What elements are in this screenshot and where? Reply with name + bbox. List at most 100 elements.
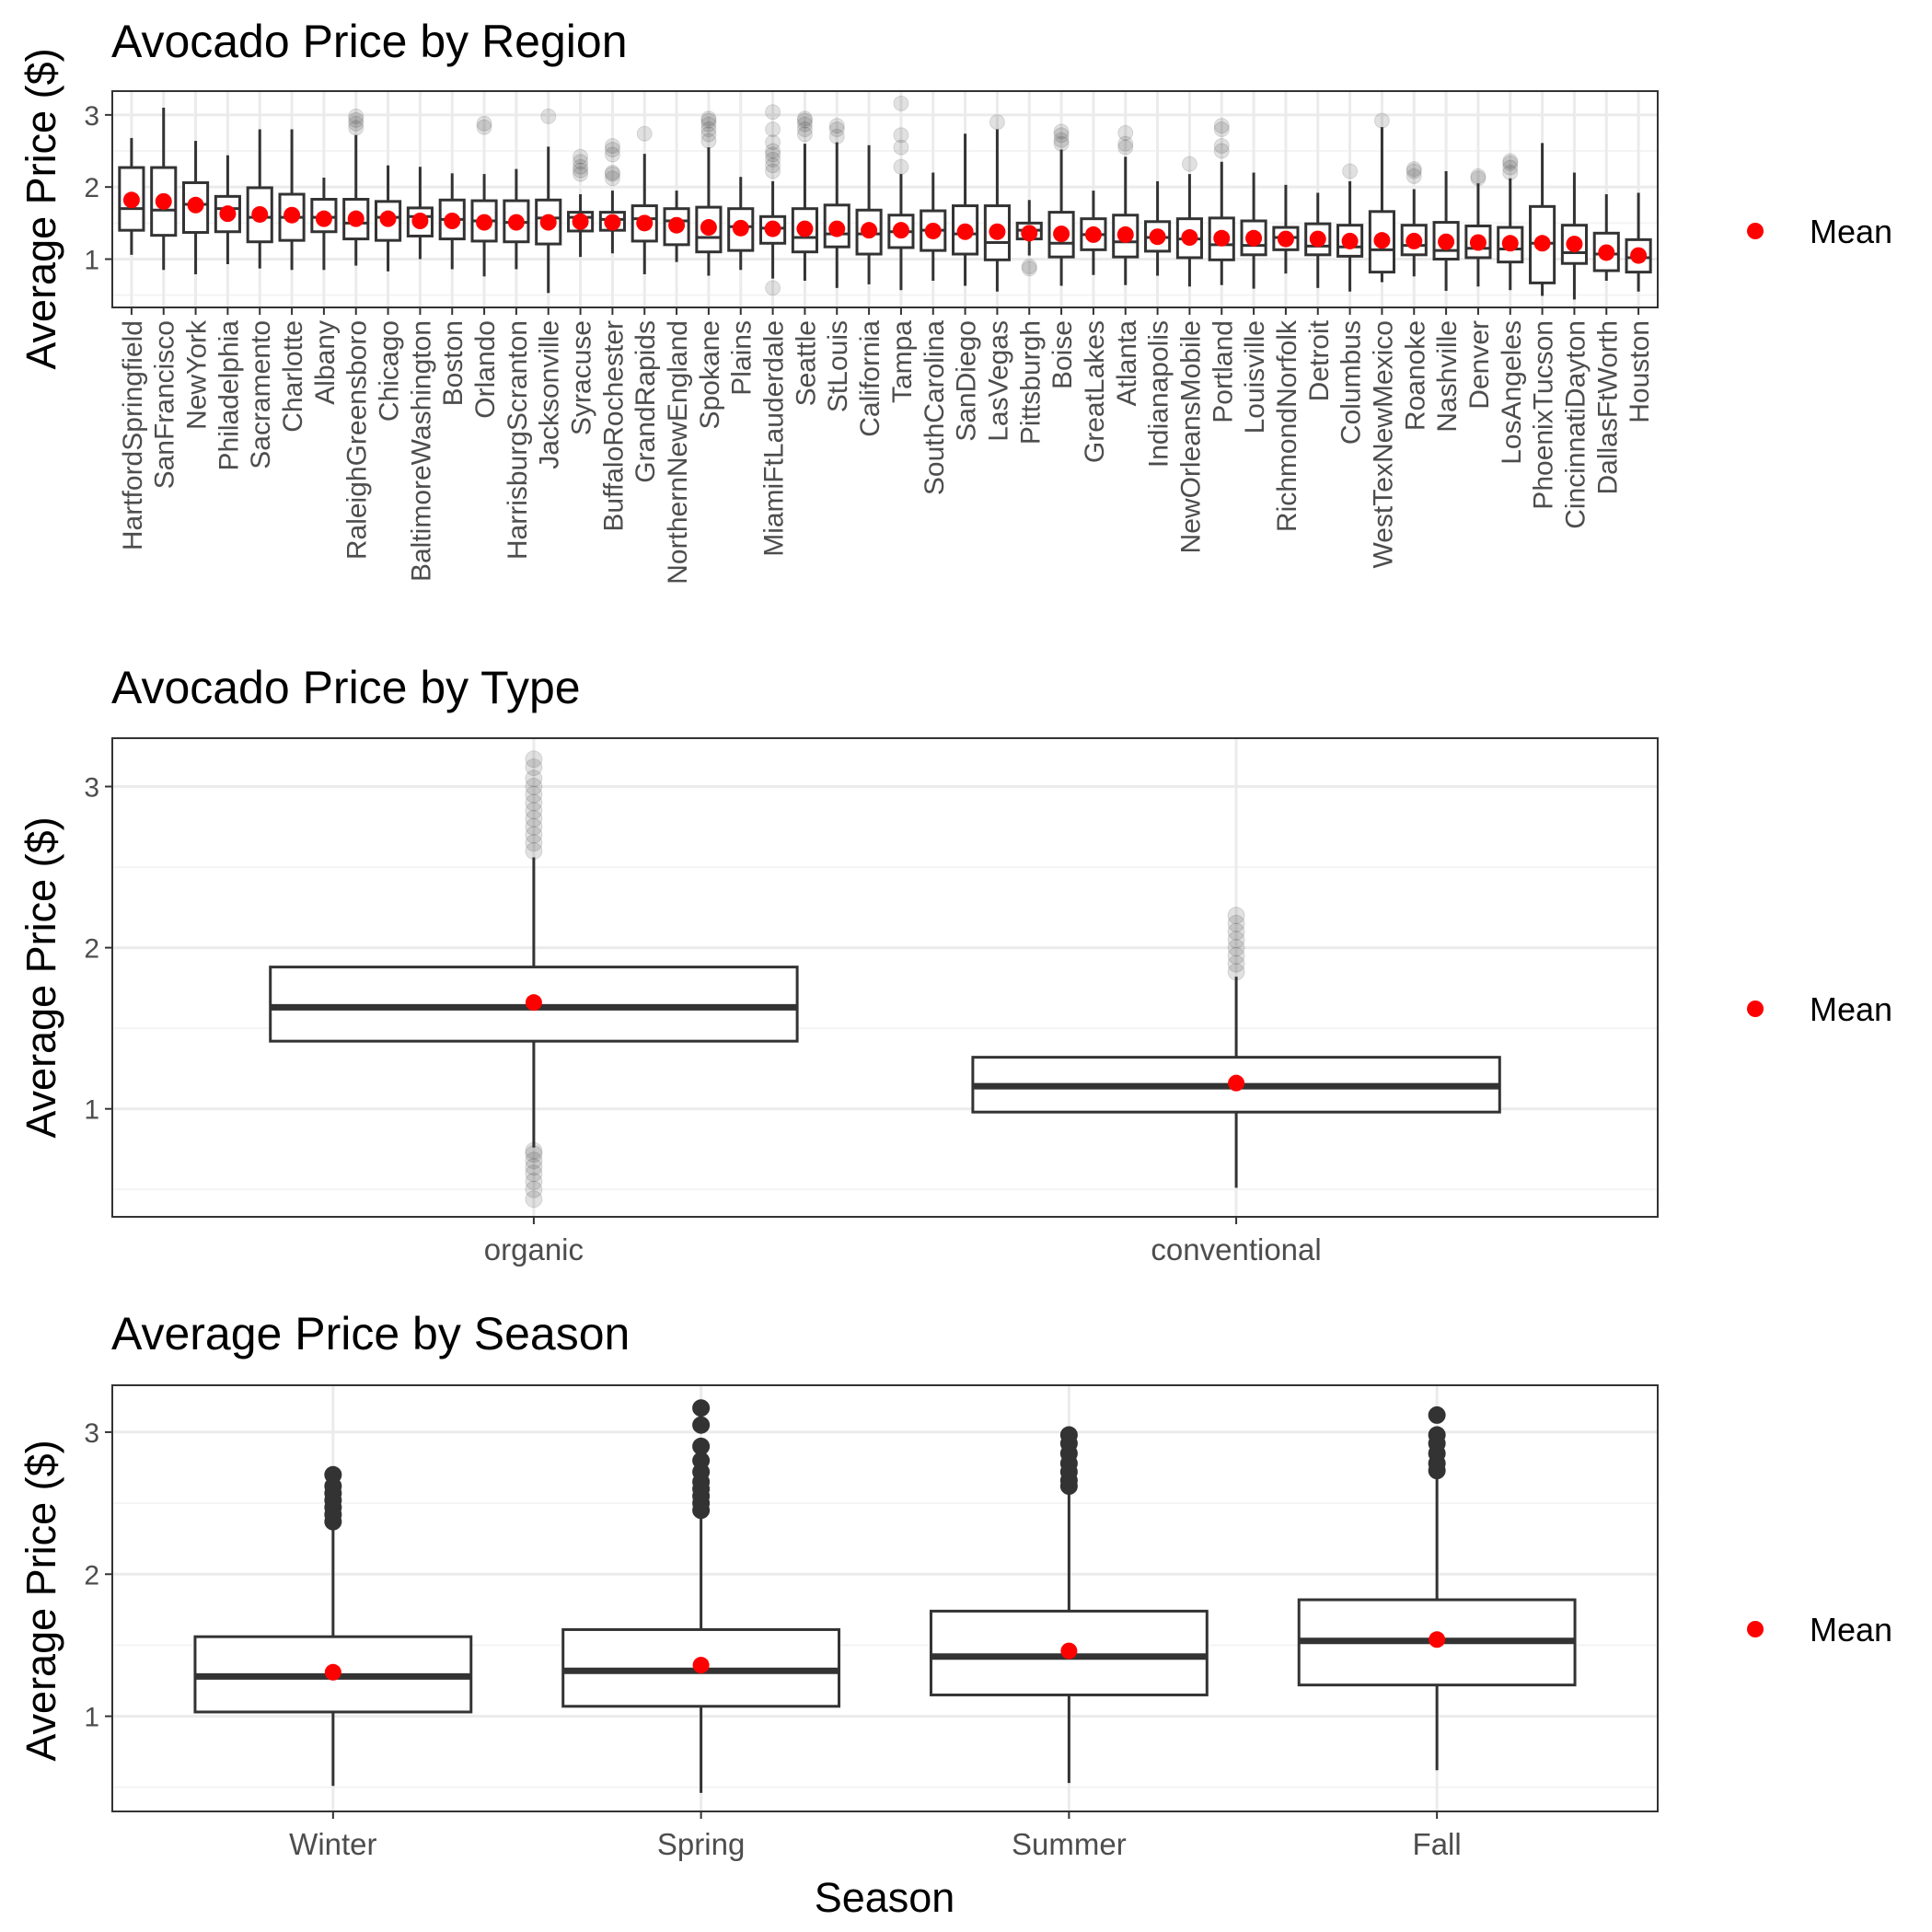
outlier-point	[765, 146, 781, 163]
x-axis-label: Season	[815, 1874, 955, 1921]
box-PhoenixTucson	[1529, 143, 1556, 296]
y-axis-label: Average Price ($)	[17, 1440, 64, 1761]
outlier-point	[1213, 143, 1230, 159]
mean-point	[572, 213, 589, 230]
mean-point	[1021, 225, 1038, 242]
x-tick-label: MiamiFtLauderdale	[759, 320, 790, 557]
mean-point	[251, 205, 269, 223]
outlier-point	[765, 134, 781, 151]
outlier-point	[540, 108, 557, 124]
mean-point	[924, 222, 942, 239]
box-organic	[269, 750, 799, 1209]
mean-point	[507, 214, 525, 231]
outlier-point	[1227, 954, 1245, 973]
outlier-point	[348, 111, 364, 128]
mean-point	[1149, 228, 1166, 246]
x-tick-label: HarrisburgScranton	[503, 320, 533, 560]
x-tick-label: BaltimoreWashington	[406, 320, 436, 582]
y-tick-label: 1	[84, 1703, 99, 1733]
outlier-point	[1470, 170, 1487, 187]
x-tick-label: GrandRapids	[631, 320, 661, 483]
outlier-point	[765, 151, 781, 168]
mean-point	[476, 214, 493, 231]
outlier-point	[525, 826, 543, 844]
box-Pittsburgh	[1015, 200, 1043, 277]
outlier-point	[1227, 963, 1245, 981]
box-MiamiFtLauderdale	[759, 104, 787, 296]
box-RichmondNorfolk	[1272, 184, 1300, 274]
mean-point	[1566, 236, 1583, 253]
mean-point	[732, 219, 749, 237]
outlier-point	[1227, 914, 1245, 932]
outlier-point	[1213, 138, 1230, 155]
x-tick-label: CincinnatiDayton	[1560, 320, 1591, 529]
mean-point	[1116, 226, 1134, 243]
mean-point	[989, 223, 1006, 240]
outlier-point	[525, 1151, 543, 1170]
outlier-point	[765, 104, 781, 121]
x-tick-label: Winter	[289, 1827, 376, 1861]
outlier-point	[525, 842, 543, 861]
outlier-point	[692, 1416, 711, 1434]
mean-point	[604, 214, 621, 231]
mean-point	[1053, 226, 1070, 243]
x-tick-label: LosAngeles	[1497, 320, 1527, 465]
box-NewOrleansMobile	[1175, 156, 1203, 287]
outlier-point	[1406, 161, 1422, 178]
outlier-point	[1021, 260, 1037, 277]
outlier-point	[525, 810, 543, 828]
chart-region: Avocado Price by Region Average Price ($…	[17, 16, 1892, 584]
y-tick-label: 2	[84, 173, 99, 203]
outlier-point	[765, 121, 781, 138]
box-SanFrancisco	[150, 108, 178, 271]
x-axis-ticks: organic conventional	[484, 1217, 1322, 1267]
x-tick-label: Sacramento	[246, 320, 276, 469]
outlier-point	[1227, 907, 1245, 925]
box-Houston	[1625, 192, 1652, 292]
outlier-point	[989, 114, 1005, 131]
box-Summer	[929, 1426, 1209, 1784]
panel-border	[111, 90, 1659, 308]
outlier-point	[828, 128, 845, 145]
box-SouthCarolina	[920, 172, 947, 282]
mean-point	[155, 192, 172, 210]
x-tick-label: Spring	[657, 1827, 745, 1861]
x-tick-label: NewYork	[182, 319, 213, 430]
outlier-point	[324, 1465, 342, 1484]
legend: Mean	[1747, 1611, 1892, 1649]
outlier-point	[1428, 1426, 1446, 1444]
mean-point	[700, 219, 717, 237]
mean-point	[796, 220, 814, 237]
outlier-point	[525, 1141, 543, 1160]
outlier-point	[1053, 135, 1070, 152]
grid	[112, 1385, 1658, 1811]
legend: Mean	[1747, 990, 1892, 1028]
x-tick-label: Fall	[1413, 1827, 1462, 1861]
mean-point	[1429, 1631, 1446, 1649]
outlier-point	[1342, 163, 1359, 179]
box-WestTexNewMexico	[1368, 112, 1395, 283]
x-tick-label: NorthernNewEngland	[663, 320, 693, 584]
outlier-point	[796, 126, 813, 143]
mean-point	[1501, 235, 1519, 252]
outlier-point	[765, 163, 781, 179]
x-tick-label: NewOrleansMobile	[1175, 320, 1206, 553]
x-tick-label: Detroit	[1304, 319, 1335, 401]
outlier-point	[1213, 121, 1230, 138]
mean-point	[444, 213, 461, 229]
outlier-point	[700, 133, 717, 149]
x-tick-label: SouthCarolina	[920, 320, 950, 495]
mean-point	[1438, 233, 1455, 250]
y-axis-ticks: 1 2 3	[84, 773, 112, 1126]
red-dot-icon	[1747, 1001, 1764, 1017]
mean-point	[1341, 232, 1359, 249]
y-tick-label: 2	[84, 1560, 99, 1591]
box-GrandRapids	[631, 125, 658, 274]
y-axis-ticks: 1 2 3	[84, 1418, 112, 1733]
outlier-point	[604, 146, 620, 163]
mean-point	[1373, 232, 1391, 249]
x-tick-label: Seattle	[791, 320, 821, 406]
x-tick-label: Denver	[1464, 320, 1495, 410]
box-NorthernNewEngland	[663, 191, 690, 262]
outlier-point	[1502, 153, 1519, 169]
